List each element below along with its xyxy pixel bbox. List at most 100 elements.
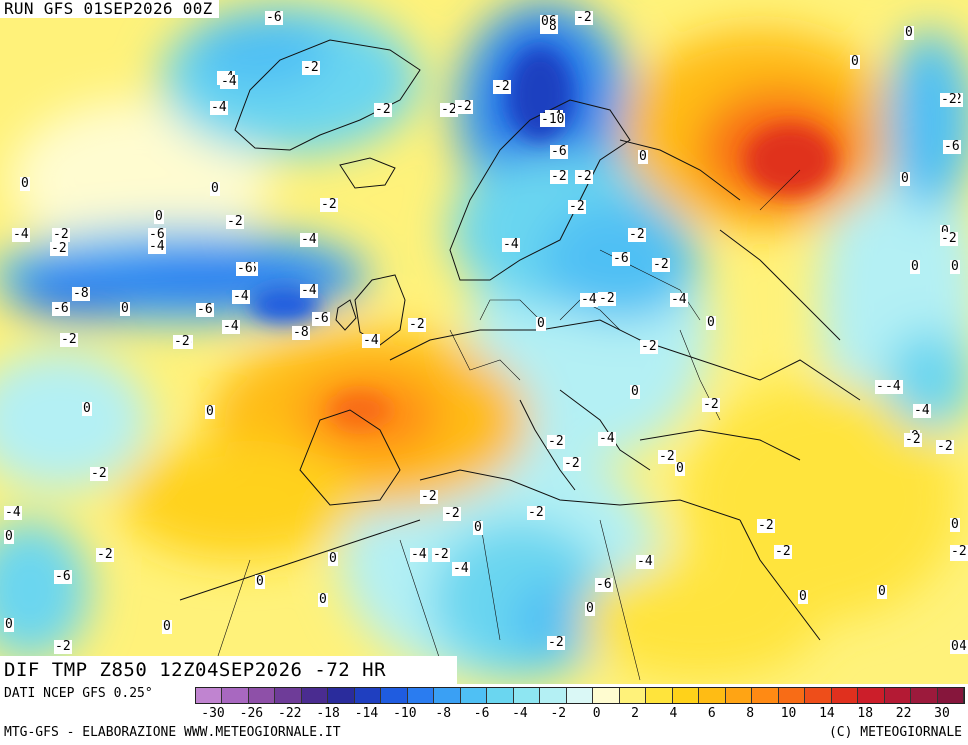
contour-label: -2 bbox=[940, 92, 958, 107]
colorbar-tick-label: -10 bbox=[393, 706, 417, 721]
contour-label: 0 bbox=[900, 171, 910, 186]
contour-label: 0 bbox=[850, 54, 860, 69]
contour-label: -2 bbox=[54, 639, 72, 654]
contour-label: -2 bbox=[658, 449, 676, 464]
contour-label: -2 bbox=[443, 506, 461, 521]
contour-label: -2 bbox=[455, 99, 473, 114]
temperature-anomaly-map: -2-6-20-2-4-2-2-4-20-8-6-4-2-2-4-6-100-2… bbox=[0, 0, 968, 684]
contour-label: -4 bbox=[670, 292, 688, 307]
contour-label: 0 bbox=[950, 259, 960, 274]
colorbar-swatch bbox=[434, 688, 461, 703]
contour-label: -6 bbox=[550, 144, 568, 159]
colorbar-swatch bbox=[884, 688, 912, 703]
contour-label: -2 bbox=[52, 227, 70, 242]
contour-label: -2 bbox=[598, 291, 616, 306]
colorbar-tick-label: 0 bbox=[592, 706, 601, 721]
contour-label: -2 bbox=[568, 199, 586, 214]
colorbar-swatch bbox=[354, 688, 382, 703]
contour-label: 0 bbox=[798, 589, 808, 604]
contour-label: -2 bbox=[96, 547, 114, 562]
contour-label: -4 bbox=[4, 505, 22, 520]
colorbar-tick-label: -30 bbox=[201, 706, 225, 721]
colorbar-swatch bbox=[460, 688, 488, 703]
colorbar-swatch bbox=[937, 688, 965, 703]
contour-label: -6 bbox=[54, 569, 72, 584]
colorbar-swatch bbox=[381, 688, 408, 703]
colorbar bbox=[195, 687, 965, 704]
contour-label: 0 bbox=[205, 404, 215, 419]
colorbar-tick-label: -14 bbox=[354, 706, 379, 721]
contour-label: -6 bbox=[612, 251, 630, 266]
colorbar-tick-label: 6 bbox=[707, 706, 716, 721]
contour-label: -2 bbox=[940, 231, 958, 246]
colorbar-swatch bbox=[752, 688, 779, 703]
contour-label: -2 bbox=[408, 317, 426, 332]
colorbar-tick-label: -8 bbox=[435, 706, 452, 721]
contour-label: 0 bbox=[706, 315, 716, 330]
contour-label: 0 bbox=[675, 461, 685, 476]
contour-label: -2 bbox=[652, 257, 670, 272]
contour-label: 0 bbox=[20, 176, 30, 191]
legend: DATI NCEP GFS 0.25° -30 -26 -22 -18 -14 -10 -8… bbox=[0, 684, 968, 745]
contour-label: -2 bbox=[527, 505, 545, 520]
data-source-label: DATI NCEP GFS 0.25° bbox=[4, 686, 153, 701]
colorbar-tick-label: -6 bbox=[473, 706, 490, 721]
colorbar-tick-label: 4 bbox=[669, 706, 678, 721]
run-title: RUN GFS 01SEP2026 00Z bbox=[0, 0, 219, 18]
contour-label: -4 bbox=[580, 292, 598, 307]
contour-label: 0 bbox=[210, 181, 220, 196]
contour-label: -2 bbox=[226, 214, 244, 229]
colorbar-tick-label: 14 bbox=[819, 706, 835, 721]
contour-label: -4 bbox=[502, 237, 520, 252]
colorbar-tick-label: -26 bbox=[239, 706, 264, 721]
contour-label: -2 bbox=[936, 439, 954, 454]
map-canvas bbox=[0, 0, 968, 684]
contour-label: -2 bbox=[420, 489, 438, 504]
colorbar-tick-label: 8 bbox=[746, 706, 755, 721]
contour-label: 0 bbox=[4, 617, 14, 632]
colorbar-swatch bbox=[699, 688, 726, 703]
contour-label: -8 bbox=[72, 286, 90, 301]
contour-label: -4 bbox=[362, 333, 380, 348]
contour-label: -2 bbox=[50, 241, 68, 256]
colorbar-swatch bbox=[672, 688, 700, 703]
contour-label: 0 bbox=[4, 529, 14, 544]
contour-label: 0 bbox=[950, 517, 960, 532]
colorbar-tick-label: -18 bbox=[316, 706, 340, 721]
colorbar-swatch bbox=[619, 688, 647, 703]
contour-label: -2 bbox=[302, 60, 320, 75]
contour-label: -10 bbox=[540, 112, 566, 127]
contour-label: -6 bbox=[312, 311, 330, 326]
contour-label: -8 bbox=[292, 325, 310, 340]
colorbar-swatch bbox=[328, 688, 355, 703]
contour-label: -4 bbox=[300, 283, 318, 298]
contour-label: -4 bbox=[884, 379, 902, 394]
contour-label: -6 bbox=[236, 261, 254, 276]
contour-label: -4 bbox=[12, 227, 30, 242]
colorbar-swatch bbox=[831, 688, 859, 703]
contour-label: 0 bbox=[910, 259, 920, 274]
colorbar-swatch bbox=[911, 688, 938, 703]
contour-label: -2 bbox=[374, 102, 392, 117]
contour-label: -2 bbox=[904, 432, 922, 447]
contour-label: -2 bbox=[628, 227, 646, 242]
contour-label: 0 bbox=[585, 601, 595, 616]
colorbar-swatch bbox=[566, 688, 594, 703]
contour-label: -2 bbox=[950, 544, 968, 559]
contour-label: -4 bbox=[598, 431, 616, 446]
colorbar-swatch bbox=[407, 688, 435, 703]
contour-label: -4 bbox=[636, 554, 654, 569]
colorbar-swatch bbox=[805, 688, 832, 703]
contour-label: -2 bbox=[640, 339, 658, 354]
colorbar-tick-label: 2 bbox=[631, 706, 639, 721]
colorbar-tick-label: -22 bbox=[277, 706, 302, 721]
colorbar-swatch bbox=[248, 688, 276, 703]
colorbar-swatch bbox=[540, 688, 567, 703]
contour-label: -4 bbox=[210, 100, 228, 115]
contour-label: -6 bbox=[196, 302, 214, 317]
contour-label: -2 bbox=[575, 169, 593, 184]
contour-label: -2 bbox=[60, 332, 78, 347]
colorbar-swatch bbox=[778, 688, 806, 703]
contour-label: 0 bbox=[950, 639, 960, 654]
